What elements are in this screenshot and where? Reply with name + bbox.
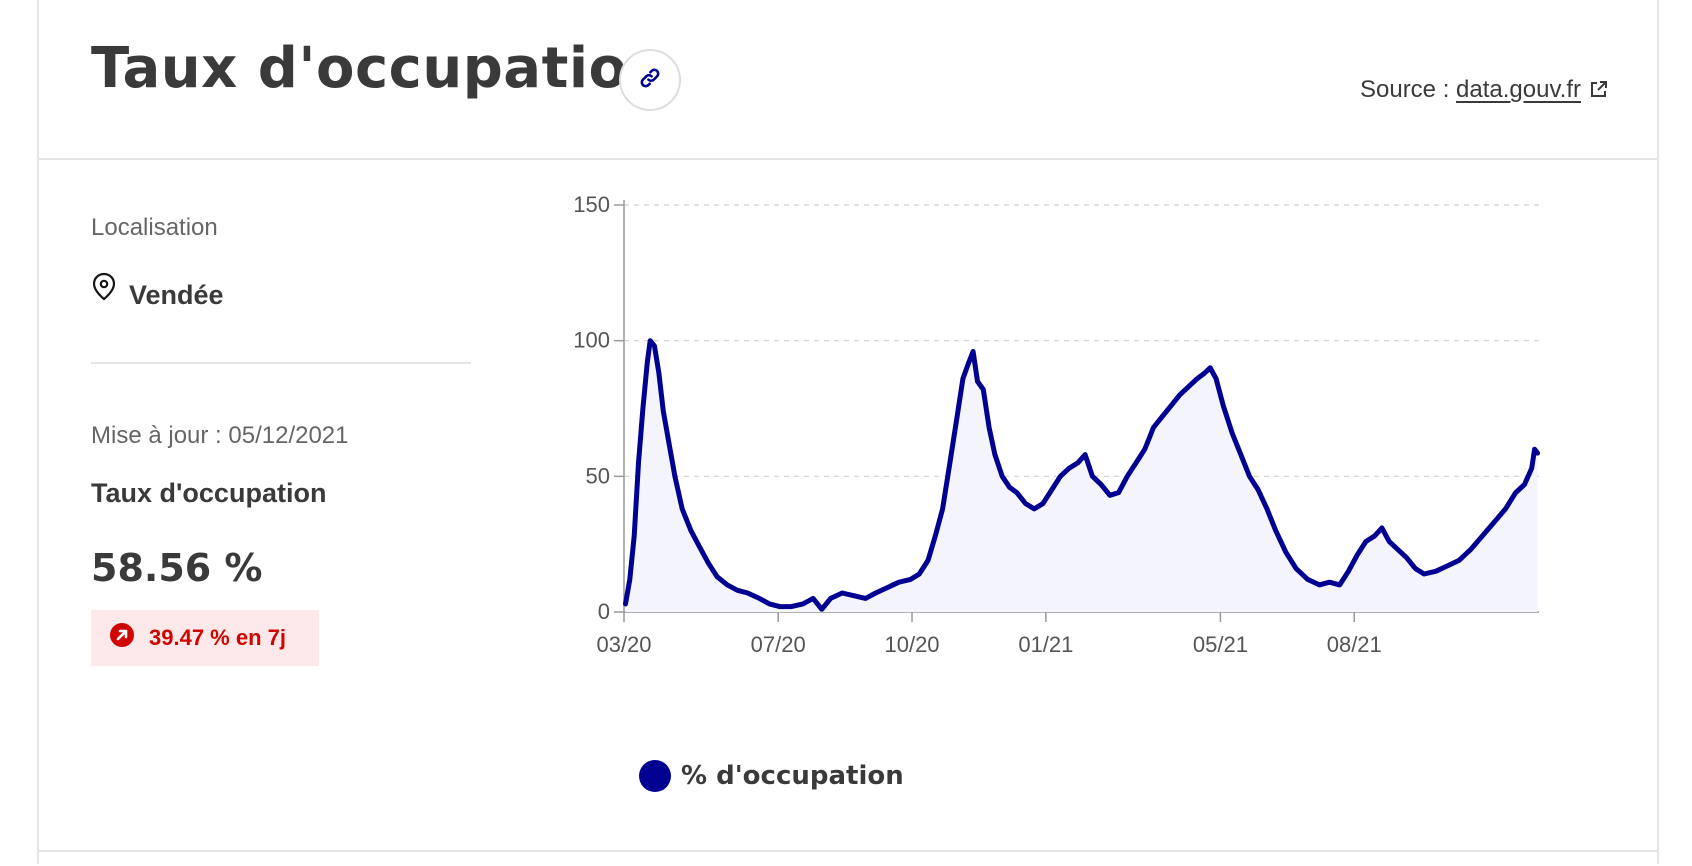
card-header: Taux d'occupation Source : data.gouv.fr [39, 0, 1657, 160]
page-title: Taux d'occupation [91, 36, 668, 101]
map-pin-icon [91, 272, 117, 307]
external-link-icon [1589, 78, 1609, 106]
x-tick-label: 05/21 [1193, 632, 1248, 657]
chart-area: 0 50 100 150 03/20 07/20 10/20 01/21 05/21 08/21 [539, 190, 1629, 790]
x-tick-label: 03/20 [596, 632, 651, 657]
series-area [625, 340, 1538, 612]
trend-text: 39.47 % en 7j [149, 625, 286, 650]
kpi-value: 58.56 % [91, 546, 263, 590]
chart-legend[interactable]: % d'occupation [639, 760, 904, 792]
y-tick-label: 150 [573, 192, 610, 217]
occupation-chart: 0 50 100 150 03/20 07/20 10/20 01/21 05/21 08/21 [573, 192, 1540, 657]
source: Source : data.gouv.fr [1360, 76, 1609, 106]
y-tick-label: 50 [586, 463, 610, 488]
arrow-up-right-icon [109, 622, 135, 654]
x-tick-label: 08/21 [1327, 632, 1382, 657]
legend-dot [639, 760, 671, 792]
link-icon [637, 65, 663, 96]
series-line [623, 338, 1540, 612]
x-tick-label: 10/20 [884, 632, 939, 657]
occupation-card: Taux d'occupation Source : data.gouv.fr [37, 0, 1659, 864]
kpi-title: Taux d'occupation [91, 478, 327, 508]
location-name: Vendée [129, 280, 224, 310]
x-tick-label: 07/20 [751, 632, 806, 657]
y-tick-label: 100 [573, 328, 610, 353]
source-prefix: Source : [1359, 76, 1457, 103]
location: Vendée [91, 268, 224, 311]
trend-badge: 39.47 % en 7j [91, 610, 319, 666]
legend-label: % d'occupation [681, 761, 904, 791]
x-tick-label: 01/21 [1018, 632, 1073, 657]
bottom-divider [39, 850, 1657, 852]
source-link[interactable]: data.gouv.fr [1456, 76, 1581, 103]
localisation-label: Localisation [91, 214, 218, 241]
y-tick-label: 0 [598, 599, 610, 624]
copy-link-button[interactable] [619, 49, 681, 111]
update-date: Mise à jour : 05/12/2021 [91, 422, 349, 449]
divider [91, 362, 471, 364]
